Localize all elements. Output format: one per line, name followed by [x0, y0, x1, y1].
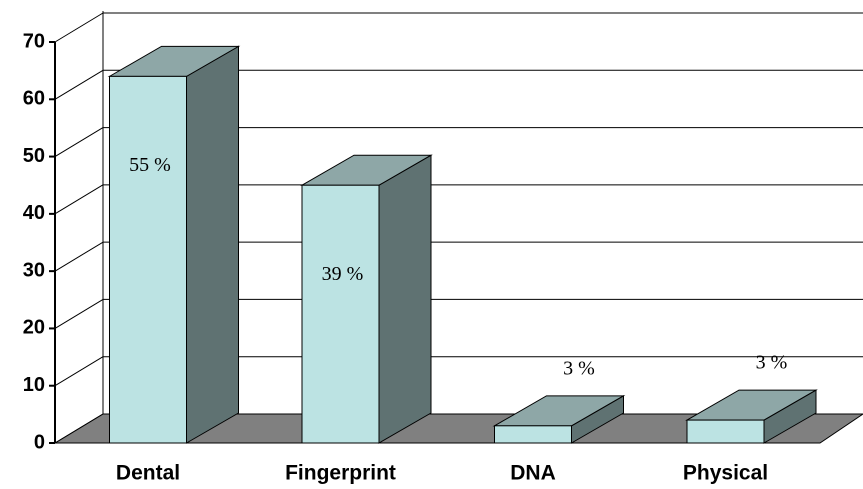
percent-label: 39 % [322, 263, 364, 285]
grid-diagonal [54, 241, 104, 272]
y-tick-label: 50 [23, 145, 45, 167]
bar-side [186, 45, 239, 444]
grid-diagonal [54, 184, 104, 215]
grid-diagonal [54, 299, 104, 329]
bar [301, 184, 380, 444]
y-tick-label: 40 [23, 202, 45, 224]
y-tick-label: 70 [23, 30, 45, 52]
bar [686, 419, 765, 444]
grid-diagonal [54, 413, 104, 444]
x-tick-label: Fingerprint [285, 462, 396, 485]
y-tick-label: 10 [23, 374, 45, 396]
grid-diagonal [54, 12, 104, 43]
grid-diagonal [54, 356, 104, 387]
bar-side [378, 154, 432, 444]
percent-label: 3 % [756, 352, 788, 374]
grid-diagonal [54, 127, 104, 157]
x-tick-label: DNA [510, 462, 556, 485]
bar [494, 425, 572, 444]
bar [109, 75, 187, 444]
grid-diagonal [54, 69, 104, 100]
x-tick-label: Dental [116, 462, 180, 485]
y-tick-label: 0 [34, 431, 45, 453]
y-tick-label: 30 [23, 259, 45, 281]
y-tick-label: 20 [23, 317, 45, 339]
percent-label: 3 % [563, 357, 595, 379]
y-tick-label: 60 [23, 88, 45, 110]
percent-label: 55 % [129, 154, 171, 176]
x-tick-label: Physical [683, 462, 768, 485]
